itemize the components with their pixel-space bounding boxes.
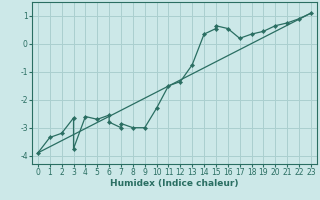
X-axis label: Humidex (Indice chaleur): Humidex (Indice chaleur): [110, 179, 239, 188]
